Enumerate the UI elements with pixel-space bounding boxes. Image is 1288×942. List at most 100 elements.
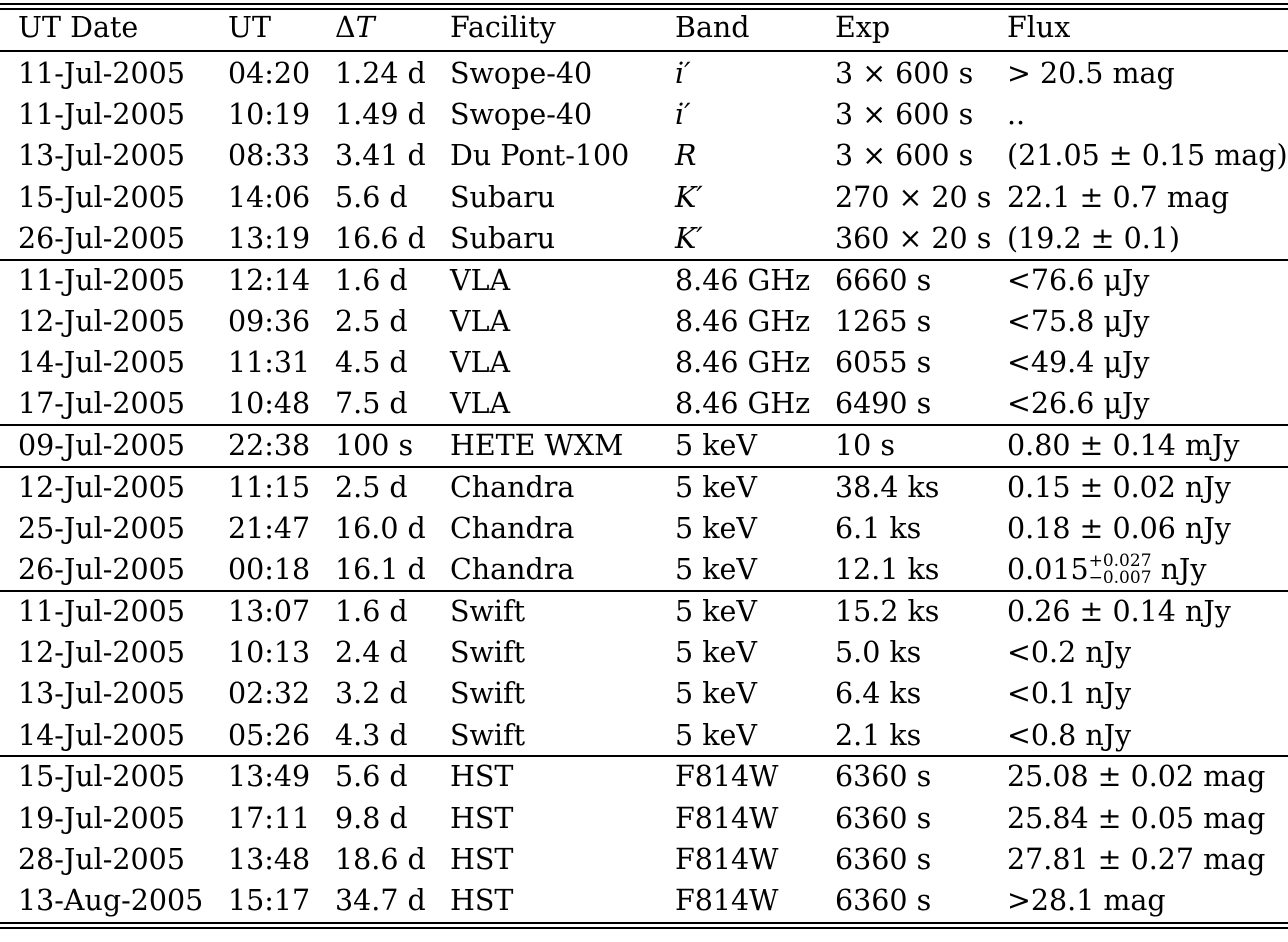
table-cell: 12-Jul-2005 [18, 470, 185, 504]
table-cell: (19.2 ± 0.1) [1007, 221, 1181, 255]
table-cell: 12.1 ks [835, 553, 940, 587]
table-cell: Swift [450, 677, 526, 711]
table-cell: .. [1007, 98, 1026, 132]
table-row: 17-Jul-2005 10:48 7.5 d VLA 8.46 GHz 6490 s <2… [0, 383, 1288, 424]
table-cell: 5 keV [675, 429, 757, 462]
table-cell: 6055 s [835, 346, 932, 379]
table-cell: 0.15 ± 0.02 nJy [1007, 470, 1231, 504]
table-cell: <49.4 μJy [1007, 346, 1150, 379]
table-cell: > 20.5 mag [1007, 57, 1175, 90]
table-cell: 4.3 d [335, 718, 408, 752]
table-cell: Chandra [450, 553, 575, 587]
table-cell: Swope-40 [450, 98, 593, 132]
table-cell: 360 × 20 s [835, 221, 992, 255]
table-cell: 25.08 ± 0.02 mag [1007, 760, 1266, 794]
table-cell: <0.1 nJy [1007, 677, 1132, 711]
table-cell: <76.6 μJy [1007, 263, 1150, 297]
table-cell: Subaru [450, 180, 556, 214]
table-cell: 10 s [835, 429, 895, 462]
table-cell: >28.1 mag [1007, 884, 1166, 917]
table-cell: 15.2 ks [835, 595, 940, 628]
table-cell: 14-Jul-2005 [18, 718, 185, 752]
group-rule [0, 465, 1288, 468]
table-cell: 09:36 [228, 304, 311, 338]
column-header: Facility [450, 11, 556, 44]
table-cell: 12:14 [228, 263, 311, 297]
table-cell: Chandra [450, 512, 575, 545]
table-cell: Swift [450, 718, 526, 752]
column-header: UT Date [18, 11, 139, 44]
table-cell: 8.46 GHz [675, 304, 811, 338]
table-cell: 10:19 [228, 98, 311, 132]
table-cell: 25-Jul-2005 [18, 512, 185, 545]
table-cell: 14:06 [228, 180, 311, 214]
table-cell: 6660 s [835, 263, 932, 297]
table-cell: 15-Jul-2005 [18, 180, 185, 214]
table-row: 11-Jul-2005 04:20 1.24 d Swope-40 i′ 3 × 600 … [0, 53, 1288, 94]
table-cell: K′ [675, 180, 703, 214]
bottom-rule-inner [0, 927, 1288, 930]
table-cell: 9.8 d [335, 801, 408, 835]
table-cell: 10:13 [228, 636, 311, 670]
table-cell: VLA [450, 263, 511, 297]
bottom-rule-outer [0, 922, 1288, 925]
table-cell: 15:17 [228, 884, 311, 917]
table-cell: Chandra [450, 470, 575, 504]
group-rule [0, 755, 1288, 758]
column-header: Band [675, 11, 750, 44]
table-cell: 6360 s [835, 842, 932, 876]
table-cell: 2.5 d [335, 470, 408, 504]
table-cell: i′ [675, 98, 691, 132]
table-cell: 26-Jul-2005 [18, 221, 185, 255]
table-cell: HST [450, 801, 514, 835]
table-cell: 100 s [335, 429, 414, 462]
table-cell: 16.0 d [335, 512, 426, 545]
table-cell: 13:07 [228, 595, 311, 628]
table-cell: 13:19 [228, 221, 311, 255]
table-cell: 8.46 GHz [675, 263, 811, 297]
table-cell: 25.84 ± 0.05 mag [1007, 801, 1266, 835]
table-cell: 5.6 d [335, 760, 408, 794]
table-cell: 08:33 [228, 139, 311, 173]
table-cell: 0.80 ± 0.14 mJy [1007, 429, 1240, 462]
table-row: 14-Jul-2005 05:26 4.3 d Swift 5 keV 2.1 ks <0.… [0, 715, 1288, 756]
table-cell: 0.015 +0.027 −0.007 nJy [1007, 550, 1207, 588]
table-cell: 13-Jul-2005 [18, 677, 185, 711]
table-cell: 11:15 [228, 470, 311, 504]
table-cell: <75.8 μJy [1007, 304, 1150, 338]
table-cell: 11-Jul-2005 [18, 595, 185, 628]
table-cell: 11:31 [228, 346, 311, 379]
table-cell: 05:26 [228, 718, 311, 752]
table-cell: F814W [675, 884, 779, 917]
table-cell: <0.8 nJy [1007, 718, 1132, 752]
table-cell: 17-Jul-2005 [18, 387, 185, 421]
table-row: 11-Jul-2005 12:14 1.6 d VLA 8.46 GHz 6660 s <7… [0, 260, 1288, 301]
group-rule [0, 258, 1288, 261]
table-cell: 13:48 [228, 842, 311, 876]
table-cell: 00:18 [228, 553, 311, 587]
table-row: 28-Jul-2005 13:48 18.6 d HST F814W 6360 s 27.8… [0, 839, 1288, 880]
table-cell: F814W [675, 760, 779, 794]
table-cell: 5 keV [675, 636, 757, 670]
table-cell: <0.2 nJy [1007, 636, 1132, 670]
table-cell: 5 keV [675, 470, 757, 504]
table-cell: <26.6 μJy [1007, 387, 1150, 421]
table-cell: 3 × 600 s [835, 98, 974, 132]
table-cell: Swift [450, 595, 526, 628]
header-row: UT Date UT ΔT Facility Band Exp Flux [0, 7, 1288, 48]
table-cell: 26-Jul-2005 [18, 553, 185, 587]
table-cell: 3.41 d [335, 139, 426, 173]
table-cell: 21:47 [228, 512, 311, 545]
table-cell: HST [450, 842, 514, 876]
table-cell: VLA [450, 387, 511, 421]
table-row: 09-Jul-2005 22:38 100 s HETE WXM 5 keV 10 s 0.… [0, 425, 1288, 466]
table-cell: 6.1 ks [835, 512, 922, 545]
table-cell: 5 keV [675, 595, 757, 628]
table-cell: 17:11 [228, 801, 311, 835]
table-cell: 8.46 GHz [675, 346, 811, 379]
column-header: ΔT [335, 11, 375, 44]
table-cell: K′ [675, 221, 703, 255]
table-cell: 11-Jul-2005 [18, 57, 185, 90]
group-rule [0, 423, 1288, 426]
table-cell: 1.49 d [335, 98, 426, 132]
